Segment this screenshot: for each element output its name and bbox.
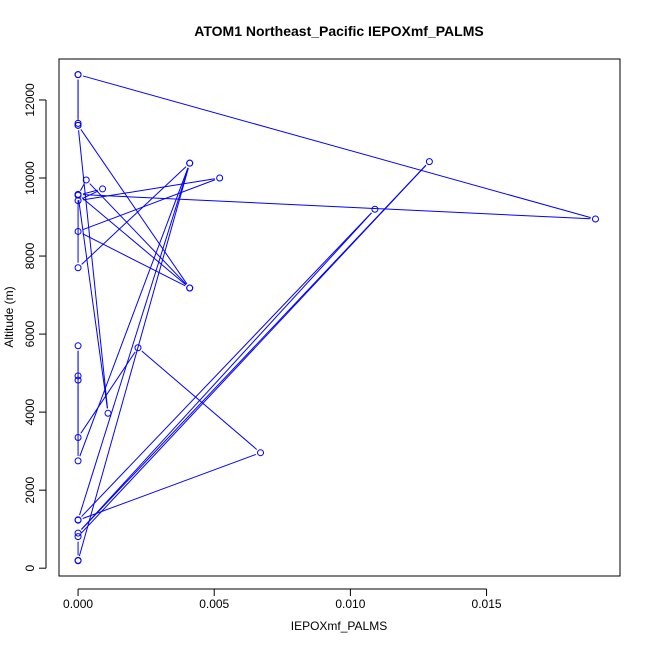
y-axis-label: Altitude (m): [2, 286, 16, 347]
x-tick-label: 0.005: [199, 597, 229, 611]
series-line-segment: [82, 190, 99, 199]
series-line-segment: [82, 189, 98, 195]
x-tick-label: 0.010: [335, 597, 365, 611]
series-line-segment: [82, 179, 216, 231]
series-line-segment: [81, 212, 372, 517]
data-point: [74, 372, 82, 380]
series-line-segment: [80, 129, 188, 285]
series-line-segment: [82, 233, 186, 287]
series-line-segment: [81, 166, 187, 265]
y-axis: 0 2000 4000 6000 8000 10000 12000: [23, 83, 47, 572]
data-point: [74, 342, 82, 350]
data-point: [74, 227, 82, 235]
y-tick-label: 4000: [23, 398, 37, 425]
y-tick-label: 2000: [23, 476, 37, 503]
data-point: [74, 119, 82, 127]
series-line-segment: [78, 167, 189, 557]
data-point: [74, 376, 82, 384]
series-line-segment: [89, 183, 187, 285]
y-tick-label: 0: [23, 565, 37, 572]
series-line-segment: [83, 194, 591, 220]
data-point: [74, 533, 82, 541]
x-axis-label: IEPOXmf_PALMS: [291, 619, 387, 633]
data-point: [186, 159, 194, 167]
series-line-segment: [82, 453, 257, 519]
series-line-segment: [79, 167, 189, 457]
series-line-segment: [79, 184, 85, 192]
data-point: [74, 557, 82, 565]
x-tick-label: 0.015: [472, 597, 502, 611]
data-point: [257, 449, 265, 457]
series-layer: [74, 71, 599, 565]
data-point: [186, 284, 194, 292]
data-point: [74, 191, 82, 199]
series-line-segment: [82, 178, 215, 201]
series-line-segment: [82, 75, 591, 219]
data-point: [371, 205, 379, 213]
y-tick-label: 12000: [23, 83, 37, 117]
x-tick-label: 0.000: [63, 597, 93, 611]
data-point: [74, 71, 82, 79]
data-point: [99, 185, 107, 193]
series-line-segment: [78, 200, 108, 409]
data-point: [74, 197, 82, 205]
data-point: [74, 433, 82, 441]
data-point: [74, 121, 82, 129]
series-line-segment: [81, 164, 427, 534]
plot-frame: [58, 58, 621, 577]
data-point: [74, 529, 82, 537]
y-tick-label: 6000: [23, 320, 37, 347]
series-line-segment: [79, 167, 189, 516]
data-point: [591, 215, 599, 223]
series-line-segment: [81, 197, 187, 286]
series-line-segment: [78, 130, 108, 409]
y-tick-label: 8000: [23, 242, 37, 269]
data-point: [74, 457, 82, 465]
chart-title: ATOM1 Northeast_Pacific IEPOXmf_PALMS: [194, 23, 483, 39]
x-axis: 0.000 0.005 0.010 0.015: [63, 588, 502, 611]
data-point: [82, 176, 90, 184]
data-point: [216, 174, 224, 182]
y-tick-label: 10000: [23, 161, 37, 195]
data-point: [74, 264, 82, 272]
data-point: [134, 344, 142, 352]
data-point: [104, 409, 112, 417]
data-point: [425, 158, 433, 166]
data-point: [74, 516, 82, 524]
series-line-segment: [81, 212, 372, 530]
